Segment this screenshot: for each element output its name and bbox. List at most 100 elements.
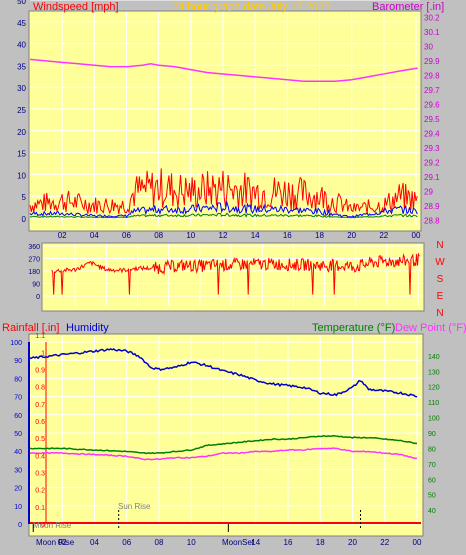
rain-y-tick: 0.4: [35, 453, 45, 460]
barometer-y-tick: 29.5: [424, 115, 440, 124]
compass-tick: N: [436, 308, 443, 319]
wind-low-line: [29, 212, 418, 219]
temp-y-tick: 70: [428, 462, 436, 469]
wind-y-tick: 45: [17, 19, 26, 28]
wind-y-tick: 25: [17, 106, 26, 115]
wind-y-tick: 15: [17, 150, 26, 159]
bottom-x-tick: 14: [251, 538, 260, 547]
temp-y-tick: 90: [428, 431, 436, 438]
bottom-x-tick: 04: [90, 538, 99, 547]
rain-y-tick: 1.1: [35, 333, 45, 340]
wind-y-tick: 50: [17, 0, 26, 6]
wind-y-tick: 10: [17, 171, 26, 180]
compass-tick: N: [436, 240, 443, 251]
rain-y-tick: 0.2: [35, 488, 45, 495]
wind-x-tick: 08: [154, 231, 163, 240]
direction-y-tick: 270: [28, 257, 40, 264]
wind-gust-line: [29, 168, 418, 215]
astro-markers: Moon Rise Sun Rise: [32, 502, 362, 532]
humidity-y-tick: 0: [18, 522, 22, 529]
direction-y-tick: 0: [36, 294, 40, 301]
wind-x-tick: 18: [315, 231, 324, 240]
bottom-x-tick: 08: [155, 538, 164, 547]
temperature-line: [29, 435, 418, 455]
barometer-y-tick: 29.1: [424, 173, 440, 182]
grid-lines: [30, 0, 422, 525]
series-layer: [28, 58, 421, 524]
humidity-y-tick: 90: [14, 358, 22, 365]
wind-x-tick: 02: [58, 231, 67, 240]
temp-y-tick: 130: [428, 369, 440, 376]
temp-y-tick: 60: [428, 477, 436, 484]
wind-x-tick: 12: [219, 231, 228, 240]
compass-tick: E: [437, 291, 444, 302]
barometer-line: [29, 58, 418, 82]
direction-y-tick: 90: [32, 282, 40, 289]
humidity-title: Humidity: [66, 322, 109, 334]
bottom-x-tick: 22: [380, 538, 389, 547]
rain-y-tick: 0.3: [35, 470, 45, 477]
temp-y-tick: 110: [428, 400, 439, 407]
barometer-y-tick: 30: [424, 42, 433, 51]
rain-y-tick: 0: [41, 522, 45, 529]
dewpoint-line: [29, 447, 417, 461]
compass-tick: S: [437, 274, 444, 285]
rain-y-tick: 0.9: [35, 367, 45, 374]
dewpoint-title: Dew Point (°F): [395, 322, 466, 334]
wind-y-tick: 35: [17, 62, 26, 71]
barometer-y-tick: 29.7: [424, 86, 440, 95]
barometer-y-tick: 30.1: [424, 28, 440, 37]
wind-x-tick: 20: [347, 231, 356, 240]
humidity-y-tick: 10: [14, 504, 22, 511]
barometer-y-tick: 29.3: [424, 144, 440, 153]
wind-x-tick: 06: [122, 231, 131, 240]
barometer-y-tick: 29.2: [424, 159, 440, 168]
tick-labels: 0510152025303540455028.828.92929.129.229…: [10, 0, 445, 547]
barometer-y-tick: 28.9: [424, 202, 440, 211]
direction-y-tick: 180: [28, 269, 40, 276]
rain-y-tick: 0.5: [35, 436, 45, 443]
humidity-line: [29, 348, 418, 398]
bottom-x-tick: 06: [122, 538, 131, 547]
barometer-y-tick: 29.8: [424, 71, 440, 80]
temp-y-tick: 140: [428, 354, 440, 361]
direction-y-tick: 360: [28, 244, 40, 251]
bottom-x-tick: 10: [187, 538, 196, 547]
wind-y-tick: 40: [17, 41, 26, 50]
wind-y-tick: 30: [17, 84, 26, 93]
moon-rise-label: Moon Rise: [33, 521, 72, 530]
bottom-x-tick: 20: [348, 538, 357, 547]
wind-x-tick: 00: [412, 231, 421, 240]
barometer-y-tick: 28.8: [424, 217, 440, 226]
humidity-y-tick: 30: [14, 467, 22, 474]
wind-x-tick: 16: [283, 231, 292, 240]
humidity-y-tick: 60: [14, 413, 22, 420]
bottom-x-tick: 00: [413, 538, 422, 547]
wind-x-tick: 10: [186, 231, 195, 240]
bottom-x-tick: 02: [58, 538, 67, 547]
wind-y-tick: 5: [22, 193, 27, 202]
rain-y-tick: 0.1: [35, 505, 45, 512]
graph-date-title: 24 hour graph date July 17 2025: [172, 1, 330, 13]
wind-direction-line: [51, 252, 420, 295]
temp-y-tick: 120: [428, 385, 440, 392]
rain-y-tick: 0.6: [35, 419, 45, 426]
barometer-y-tick: 30.2: [424, 13, 440, 22]
wind-x-tick: 22: [379, 231, 388, 240]
panel-direction-bg: [41, 242, 425, 312]
temperature-title: Temperature (°F): [312, 322, 395, 334]
wind-avg-line: [29, 200, 418, 218]
rain-y-tick: 0.7: [35, 402, 45, 409]
rain-y-tick: 1: [41, 350, 45, 357]
wind-x-tick: 04: [90, 231, 99, 240]
temp-y-tick: 80: [428, 446, 436, 453]
wind-x-tick: 14: [251, 231, 260, 240]
wind-title: Windspeed [mph]: [33, 1, 119, 13]
wind-y-tick: 0: [22, 215, 27, 224]
rain-y-tick: 0.8: [35, 385, 45, 392]
humidity-y-tick: 80: [14, 376, 22, 383]
rainfall-title: Rainfall [.in]: [2, 322, 59, 334]
moon-set-label: MoonSet: [222, 538, 255, 547]
humidity-y-tick: 50: [14, 431, 22, 438]
